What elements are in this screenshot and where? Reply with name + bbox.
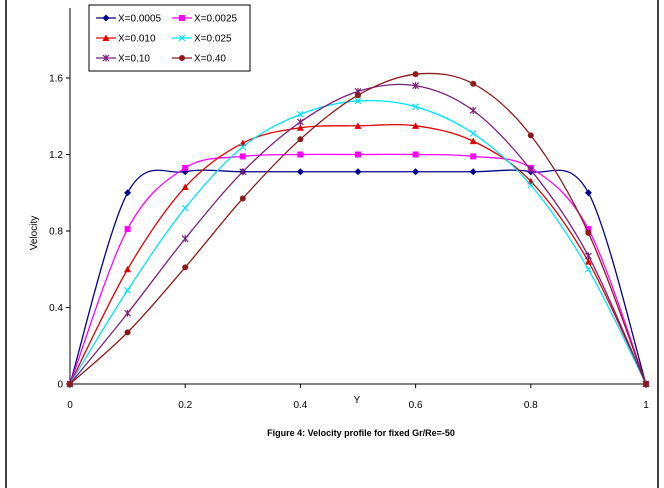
series-line-6 [69,72,647,385]
data-point [412,82,420,90]
x-tick-label: 1 [643,400,649,411]
plot-area: 0 0.4 0.8 1.2 1.6 0 0.2 0.4 0.6 0.8 1 [49,8,650,411]
data-point [585,229,592,236]
data-point [181,183,189,191]
legend-label: X=0.0025 [194,14,238,25]
figure-caption: Figure 4: Velocity profile for fixed Gr/… [267,428,455,438]
data-point [527,166,535,174]
x-tick-label: 0.2 [178,400,192,411]
data-point [67,381,73,387]
data-point [527,181,535,189]
legend-swatch-marker [102,54,110,62]
data-point [584,265,592,273]
data-point [239,195,246,202]
data-point [297,151,304,158]
data-point [469,107,477,115]
data-point [182,264,189,271]
data-point [182,164,189,171]
x-tick-label: 0.6 [409,400,423,411]
series-line-4 [69,99,647,385]
legend-swatch-marker [179,55,185,61]
series-line-2 [69,153,647,385]
data-point [469,130,477,137]
data-point [469,168,477,176]
data-point [239,143,247,151]
data-point [470,80,477,87]
data-point [470,153,477,160]
x-tick-label: 0.4 [293,400,307,411]
data-point [412,168,420,176]
legend-swatch-marker [102,34,110,41]
data-point [527,132,534,139]
data-point [584,252,592,260]
y-tick-label: 1.6 [49,74,63,85]
data-point [585,226,592,233]
data-point [354,122,362,129]
data-point [296,118,304,126]
legend-swatch-marker [102,14,110,22]
data-point [296,110,304,118]
y-axis-label: Velocity [29,216,40,250]
data-point [124,265,132,273]
legend-label: X=0.40 [194,54,226,65]
data-point [412,122,420,129]
series-line-5 [69,83,647,385]
data-point [412,71,419,78]
data-point [584,258,592,265]
legend-label: X=0.10 [118,54,150,65]
data-point [297,136,304,143]
data-point [181,235,189,243]
series-line-1 [69,169,647,385]
data-point [412,151,419,158]
legend-swatch-marker [179,15,185,21]
data-point [124,286,132,294]
y-tick-label: 0.8 [49,227,63,238]
data-point [239,168,247,176]
y-tick-label: 0.4 [49,303,63,314]
data-point [355,92,361,99]
data-point [124,309,132,317]
x-axis-label: Y [354,395,361,406]
legend: X=0.0005 X=0.0025 X=0.010 X=0.025 X=0.10 X=0.… [88,4,251,72]
data-point [124,329,131,336]
y-tick-label: 1.2 [49,150,63,161]
data-point [124,189,132,197]
data-point [412,103,420,111]
data-point [239,153,246,160]
legend-label: X=0.010 [118,34,156,45]
data-point [584,189,592,197]
x-tick-label: 0 [67,400,73,411]
data-point [181,204,189,212]
data-point [296,168,304,176]
data-point [296,124,304,131]
data-point [354,168,362,176]
x-tick-label: 0.8 [524,400,538,411]
y-tick-label: 0 [57,380,63,391]
data-point [643,381,649,387]
series-line-3 [69,123,647,385]
legend-label: X=0.0005 [118,14,162,25]
data-point [355,151,361,158]
legend-swatch-marker [178,34,186,42]
data-point [124,226,131,233]
data-point [354,97,362,105]
data-point [469,137,477,145]
legend-label: X=0.025 [194,34,232,45]
